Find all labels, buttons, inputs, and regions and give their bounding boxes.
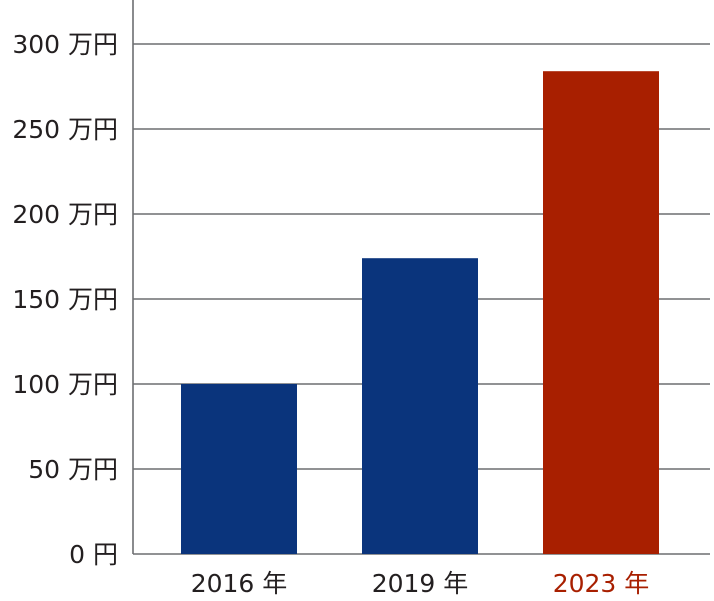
y-tick-label: 300 万円 [12, 30, 118, 59]
y-tick-label: 250 万円 [12, 115, 118, 144]
y-tick-label: 100 万円 [12, 370, 118, 399]
y-tick-labels: 0 円 50 万円 100 万円 150 万円 200 万円 250 万円 300 万円 [12, 30, 118, 569]
bar [362, 258, 478, 554]
y-tick-label: 50 万円 [28, 455, 118, 484]
x-tick-label: 2023 年 [553, 569, 650, 598]
bar [543, 71, 659, 554]
bar [181, 384, 297, 554]
x-tick-label: 2019 年 [372, 569, 469, 598]
y-tick-label: 0 円 [69, 540, 118, 569]
y-tick-label: 200 万円 [12, 200, 118, 229]
x-tick-labels: 2016 年 2019 年 2023 年 [191, 569, 650, 598]
bars [181, 71, 659, 554]
y-tick-label: 150 万円 [12, 285, 118, 314]
x-tick-label: 2016 年 [191, 569, 288, 598]
